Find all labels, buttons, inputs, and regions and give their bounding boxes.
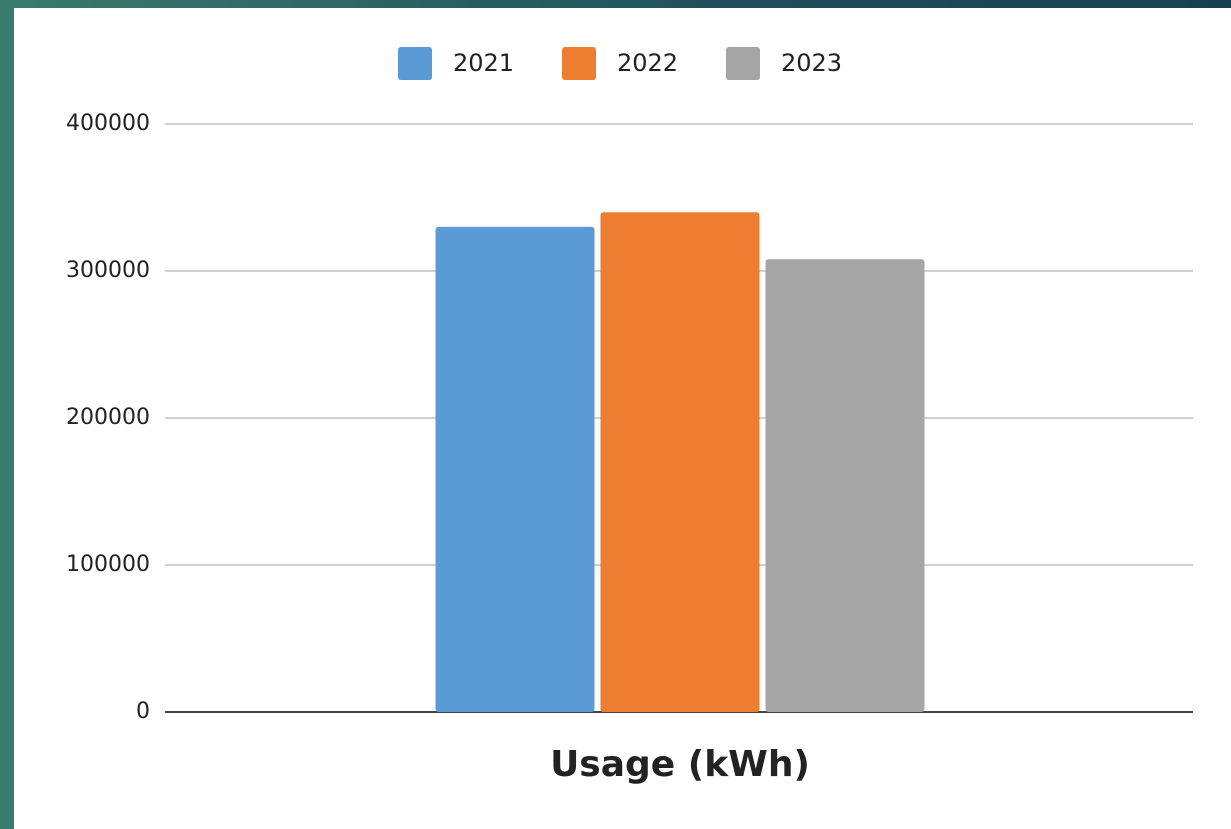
legend-label: 2022 (617, 49, 678, 77)
bar (435, 226, 595, 712)
bar (765, 259, 925, 712)
legend-swatch (398, 47, 432, 80)
legend-label: 2021 (453, 49, 514, 77)
legend-label: 2023 (781, 49, 842, 77)
y-tick-label: 100000 (66, 552, 150, 577)
y-tick-label: 300000 (66, 258, 150, 283)
y-tick-label: 200000 (66, 405, 150, 430)
y-tick-label: 400000 (66, 111, 150, 136)
legend-swatch (726, 47, 760, 80)
x-tick-label: Usage (kWh) (550, 744, 810, 785)
bar (600, 212, 760, 712)
legend-swatch (562, 47, 596, 80)
y-tick-label: 0 (136, 699, 150, 724)
